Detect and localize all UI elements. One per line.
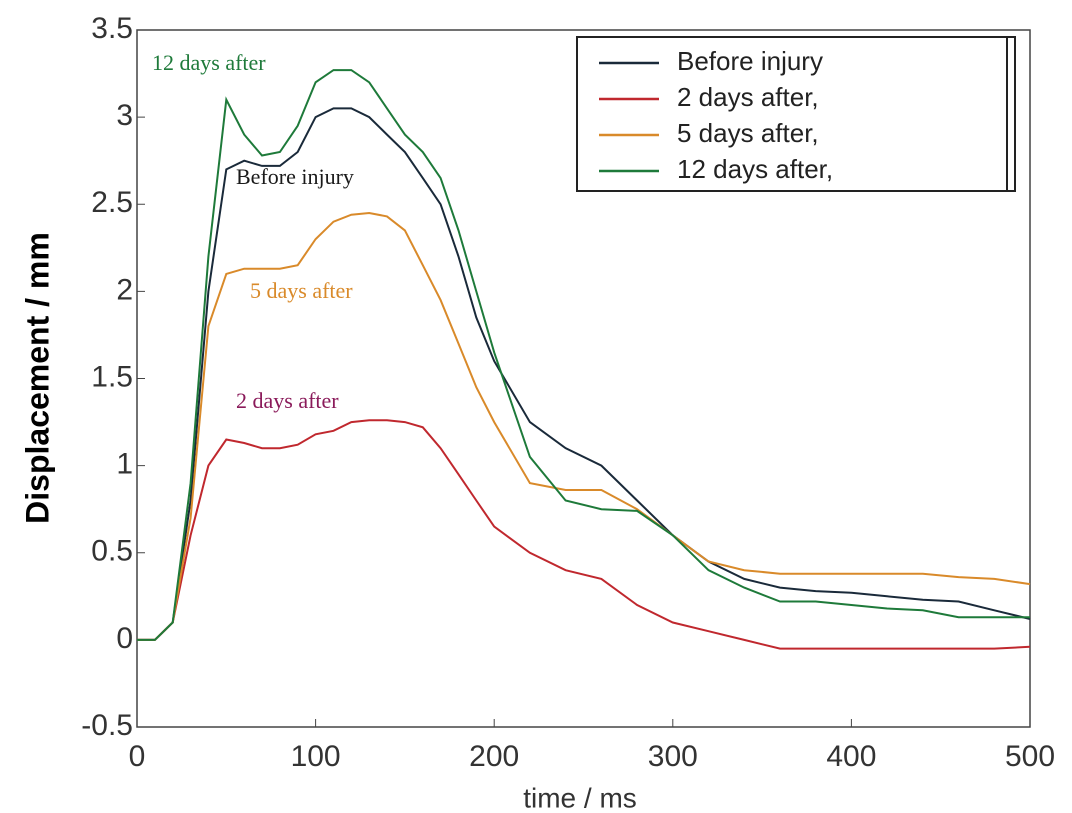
y-tick-label: 3: [116, 99, 133, 132]
y-tick-label: 0: [116, 622, 133, 655]
x-tick-label: 400: [826, 740, 876, 773]
annotation: 5 days after: [250, 278, 353, 303]
y-tick-label: 3.5: [91, 12, 133, 45]
annotation: Before injury: [236, 164, 354, 189]
y-tick-label: 2: [116, 273, 133, 306]
x-tick-label: 0: [129, 740, 146, 773]
x-axis-label: time / ms: [523, 782, 637, 813]
legend-label: 2 days after,: [677, 82, 819, 112]
y-tick-label: 1: [116, 448, 133, 481]
annotation: 12 days after: [152, 50, 266, 75]
y-tick-label: 0.5: [91, 535, 133, 568]
x-tick-label: 200: [469, 740, 519, 773]
x-tick-label: 300: [648, 740, 698, 773]
legend-label: 5 days after,: [677, 118, 819, 148]
y-tick-label: 2.5: [91, 186, 133, 219]
annotation: 2 days after: [236, 388, 339, 413]
series-line: [137, 419, 1031, 650]
y-tick-label: 1.5: [91, 360, 133, 393]
y-tick-label: -0.5: [81, 709, 133, 742]
series-line: [137, 69, 1030, 641]
legend-label: 12 days after,: [677, 154, 833, 184]
x-tick-label: 500: [1005, 740, 1055, 773]
x-tick-label: 100: [291, 740, 341, 773]
legend-label: Before injury: [677, 46, 823, 76]
y-axis-label: Displacement / mm: [19, 232, 55, 524]
series-line: [137, 211, 1031, 641]
series-line: [137, 107, 1031, 641]
